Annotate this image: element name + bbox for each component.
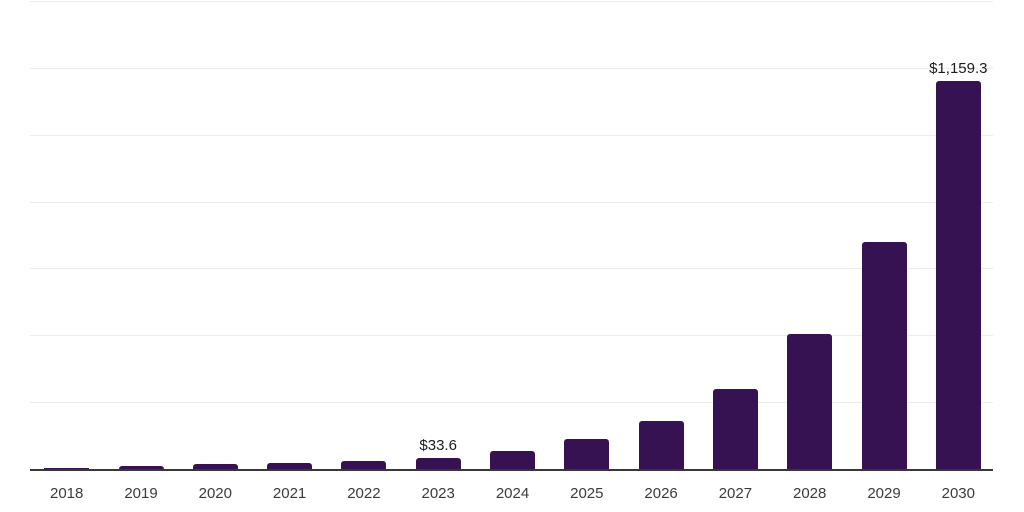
bar-2020 — [192, 464, 238, 469]
bar-2027 — [712, 389, 758, 469]
x-tick-label-2029: 2029 — [867, 485, 901, 502]
x-tick-label-2019: 2019 — [124, 485, 158, 502]
bar-2018 — [44, 468, 90, 469]
bar-2026 — [638, 421, 684, 469]
bar-2019 — [118, 466, 164, 469]
bar-2025 — [564, 439, 610, 469]
bar-2029 — [861, 242, 907, 469]
gridline-1200 — [30, 67, 993, 69]
x-tick-label-2020: 2020 — [198, 485, 232, 502]
gridline-600 — [30, 268, 993, 270]
x-tick-label-2024: 2024 — [495, 485, 530, 502]
plot-area: $33.6 $1,159.3 — [30, 1, 993, 469]
x-tick-label-2025: 2025 — [570, 485, 604, 502]
x-tick-label-2018: 2018 — [50, 485, 84, 502]
x-tick-label-2030: 2030 — [941, 485, 975, 502]
bar-2021 — [267, 463, 313, 469]
bar-2022 — [341, 461, 387, 469]
bar-2030 — [935, 81, 981, 469]
bar-2023 — [415, 458, 461, 469]
x-axis-line — [30, 469, 993, 471]
gridline-400 — [30, 335, 993, 337]
x-tick-label-2028: 2028 — [793, 485, 827, 502]
bar-2024 — [490, 451, 535, 469]
gridline-1400 — [30, 1, 993, 2]
data-label-2023: $33.6 — [419, 437, 457, 454]
x-tick-label-2023: 2023 — [421, 485, 455, 502]
x-tick-label-2022: 2022 — [347, 485, 381, 502]
gridline-1000 — [30, 134, 993, 136]
bar-2028 — [787, 334, 833, 469]
gridline-800 — [30, 201, 993, 203]
gridline-200 — [30, 402, 993, 404]
x-tick-label-2021: 2021 — [272, 485, 307, 502]
data-label-2030: $1,159.3 — [929, 60, 988, 77]
x-tick-label-2027: 2027 — [718, 485, 753, 502]
x-tick-label-2026: 2026 — [644, 485, 678, 502]
